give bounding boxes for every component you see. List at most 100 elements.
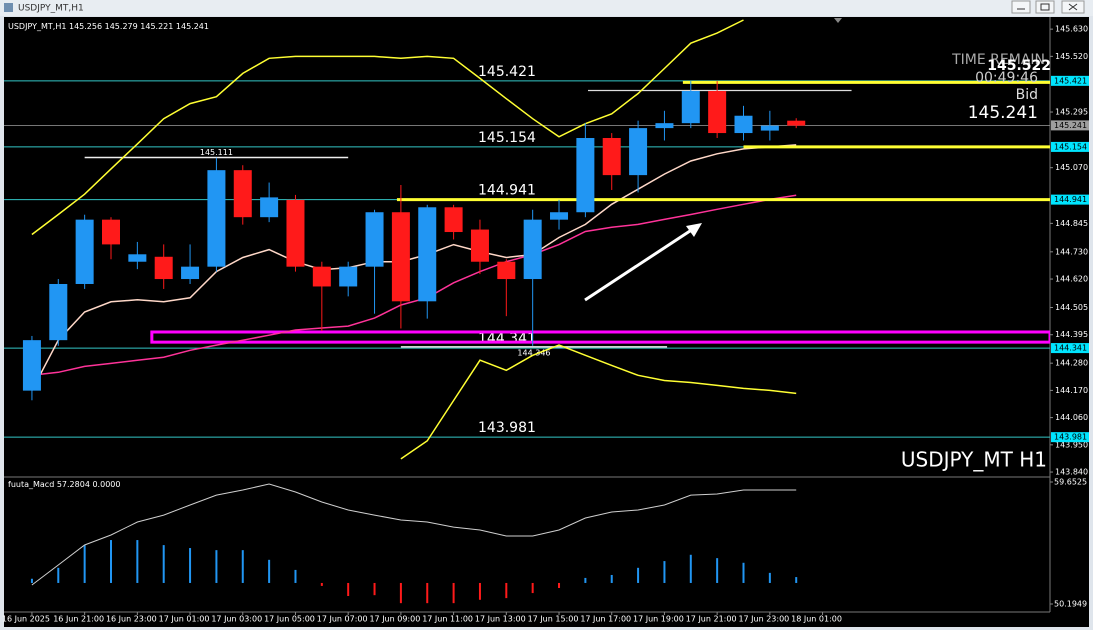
- bid-price: 145.241: [968, 103, 1038, 123]
- level-box: [1051, 75, 1089, 86]
- candle-body: [576, 138, 595, 213]
- x-tick-label: 17 Jun 15:00: [528, 615, 579, 624]
- candle-body: [418, 207, 437, 302]
- y-tick-label: 143.950: [1055, 440, 1088, 449]
- candle-body: [681, 90, 700, 124]
- macd-bar: [373, 582, 376, 596]
- candle-body: [550, 212, 569, 220]
- candle-body: [629, 128, 648, 176]
- chart-area: [4, 17, 1089, 627]
- macd-bar: [347, 582, 350, 597]
- macd-bar: [30, 578, 33, 583]
- candle-body: [497, 261, 516, 280]
- window-icon: [4, 3, 13, 12]
- x-tick-label: 17 Jun 11:00: [422, 615, 473, 624]
- macd-header: fuuta_Macd 57.2804 0.0000: [8, 480, 120, 489]
- candle-body: [154, 256, 173, 280]
- y-tick-label: 144.620: [1055, 275, 1088, 284]
- level-box-label: 144.341: [1054, 344, 1087, 353]
- x-tick-label: 17 Jun 09:00: [369, 615, 420, 624]
- candle-body: [470, 229, 489, 262]
- candle-body: [128, 254, 147, 262]
- candle-body: [286, 199, 305, 267]
- y-tick-label: 144.730: [1055, 247, 1088, 256]
- candle-body: [391, 212, 410, 302]
- x-tick-label: 17 Jun 19:00: [633, 615, 684, 624]
- macd-bar: [716, 558, 719, 583]
- level-box-label: 143.981: [1054, 433, 1087, 442]
- candle-body: [444, 207, 463, 233]
- macd-bar: [505, 582, 508, 599]
- swing-label: 145.111: [200, 148, 233, 157]
- macd-bar: [742, 562, 745, 583]
- x-tick-label: 18 Jun 01:00: [791, 615, 842, 624]
- macd-bar: [558, 582, 561, 589]
- x-tick-label: 17 Jun 03:00: [211, 615, 262, 624]
- level-label: 145.421: [478, 64, 536, 80]
- maximize-button[interactable]: [1035, 0, 1055, 14]
- shift-marker: [834, 18, 842, 23]
- bid-box: [1051, 120, 1089, 131]
- macd-bar: [162, 545, 165, 583]
- macd-bar: [294, 569, 297, 583]
- macd-bar: [584, 577, 587, 583]
- macd-bar: [57, 567, 60, 583]
- x-tick-label: 17 Jun 01:00: [159, 615, 210, 624]
- candle-body: [312, 266, 331, 287]
- macd-signal: 0.0000: [92, 480, 120, 489]
- macd-bar: [531, 582, 534, 594]
- time-remain-label: TIME REMAIN: [951, 52, 1045, 68]
- candle-body: [339, 266, 358, 287]
- macd-bar: [768, 572, 771, 583]
- y-tick-label: 144.280: [1055, 359, 1088, 368]
- level-box-label: 144.941: [1054, 195, 1087, 204]
- overlay: [584, 223, 702, 302]
- candle-body: [207, 170, 226, 267]
- level-label: 144.941: [478, 183, 536, 199]
- macd-line: [31, 483, 797, 586]
- level-box: [1051, 141, 1089, 152]
- chart-header: USDJPY_MT,H1 145.256 145.279 145.221 145…: [8, 22, 209, 31]
- close-price: 145.241: [176, 22, 209, 31]
- macd-bar: [399, 582, 402, 604]
- y-tick-label: 145.070: [1055, 163, 1088, 172]
- level-label: 143.981: [478, 420, 536, 436]
- macd-tick-label: 59.6525: [1054, 478, 1087, 487]
- x-tick-label: 17 Jun 23:00: [738, 615, 789, 624]
- candle-body: [655, 123, 674, 129]
- x-tick-label: 16 Jun 21:00: [53, 615, 104, 624]
- arrow-head: [686, 223, 702, 237]
- x-tick-label: 17 Jun 21:00: [686, 615, 737, 624]
- y-tick-label: 144.170: [1055, 386, 1088, 395]
- candle-body: [734, 115, 753, 134]
- candle-body: [233, 170, 252, 218]
- x-tick-label: 17 Jun 17:00: [580, 615, 631, 624]
- time-axis: 16 Jun 2025 16 Jun 21:00 16 Jun 23:00 17 Ju…: [2, 612, 842, 624]
- indicator-line: [31, 19, 744, 236]
- high-price: 145.279: [105, 22, 138, 31]
- minimize-button[interactable]: [1011, 0, 1031, 14]
- macd-panel: [30, 483, 798, 604]
- indicator-line: [31, 144, 797, 391]
- macd-bar: [637, 567, 640, 583]
- window-title: USDJPY_MT,H1: [18, 4, 84, 14]
- watermark: USDJPY_MT H1: [901, 448, 1047, 472]
- level-box: [1051, 432, 1089, 443]
- x-tick-label: 17 Jun 05:00: [264, 615, 315, 624]
- open-price: 145.256: [69, 22, 102, 31]
- macd-bar: [663, 561, 666, 583]
- x-tick-label: 17 Jun 13:00: [475, 615, 526, 624]
- candle-body: [49, 283, 68, 341]
- bid-label: Bid: [1016, 87, 1038, 103]
- y-tick-label: 143.840: [1055, 468, 1088, 477]
- macd-bar: [215, 550, 218, 583]
- window-buttons: [1011, 0, 1085, 14]
- level-label: 145.154: [478, 130, 536, 146]
- candle-body: [181, 266, 200, 280]
- price-panel: 145.421145.154144.941144.341143.981145.1…: [4, 19, 1050, 460]
- macd-bar: [610, 574, 613, 583]
- indicator-line: [31, 194, 797, 377]
- maximize-glyph: [1040, 3, 1050, 11]
